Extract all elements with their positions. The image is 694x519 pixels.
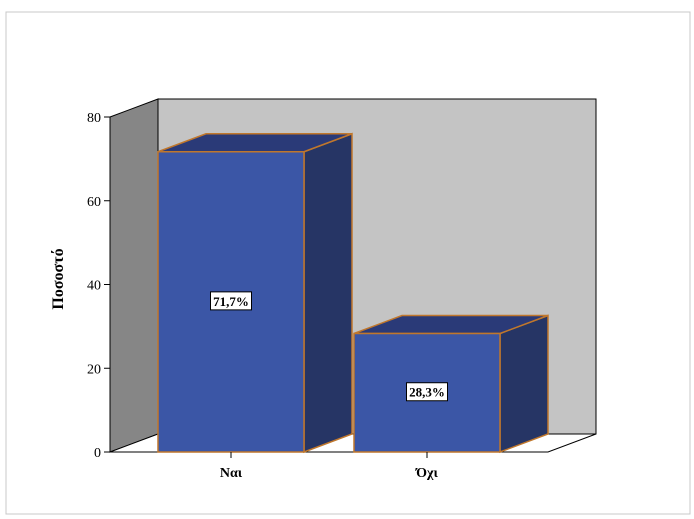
bar-side-face <box>303 132 353 454</box>
y-tick-label: 40 <box>87 279 101 294</box>
y-axis-title: Ποσοστό <box>50 248 67 309</box>
bar: 71,7% <box>157 132 353 454</box>
y-tick-label: 60 <box>87 195 101 210</box>
y-tick-label: 0 <box>94 446 101 461</box>
data-label-box <box>210 291 252 311</box>
y-axis: 0 20 40 60 80 <box>87 111 111 461</box>
x-category-label: Ναι <box>220 466 243 481</box>
y-tick-label: 80 <box>87 111 101 126</box>
bars: 71,7% 28,3% <box>157 132 549 454</box>
bar-side-face <box>499 314 549 454</box>
y-tick-label: 20 <box>87 362 101 377</box>
data-label: 71,7% <box>213 294 249 309</box>
data-label-box <box>406 382 448 402</box>
side-wall <box>109 98 159 453</box>
data-label: 28,3% <box>409 385 445 400</box>
bar: 28,3% <box>353 314 549 454</box>
x-axis: Ναι Όχι <box>220 452 439 481</box>
x-category-label: Όχι <box>415 466 438 481</box>
